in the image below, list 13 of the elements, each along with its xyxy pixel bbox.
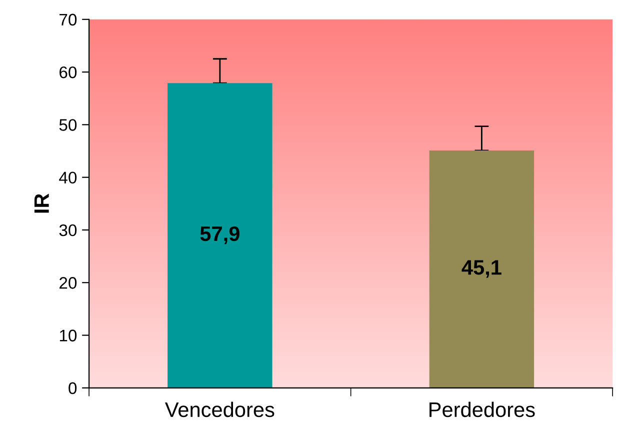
y-tick-label: 30: [59, 224, 77, 236]
data-label: 57,9: [200, 226, 240, 244]
y-tick-label: 0: [68, 382, 77, 394]
y-tick-label: 40: [59, 172, 77, 184]
data-label: 45,1: [462, 260, 502, 278]
y-tick-label: 60: [60, 66, 77, 78]
y-tick-label: 10: [60, 330, 77, 342]
y-axis-title: IR: [34, 194, 49, 213]
y-tick-label: 70: [60, 14, 77, 26]
x-tick-label: Perdedores: [430, 402, 535, 418]
y-tick-label: 50: [59, 119, 77, 131]
x-tick-label: Vencedores: [164, 402, 274, 418]
y-tick-label: 20: [60, 277, 77, 289]
